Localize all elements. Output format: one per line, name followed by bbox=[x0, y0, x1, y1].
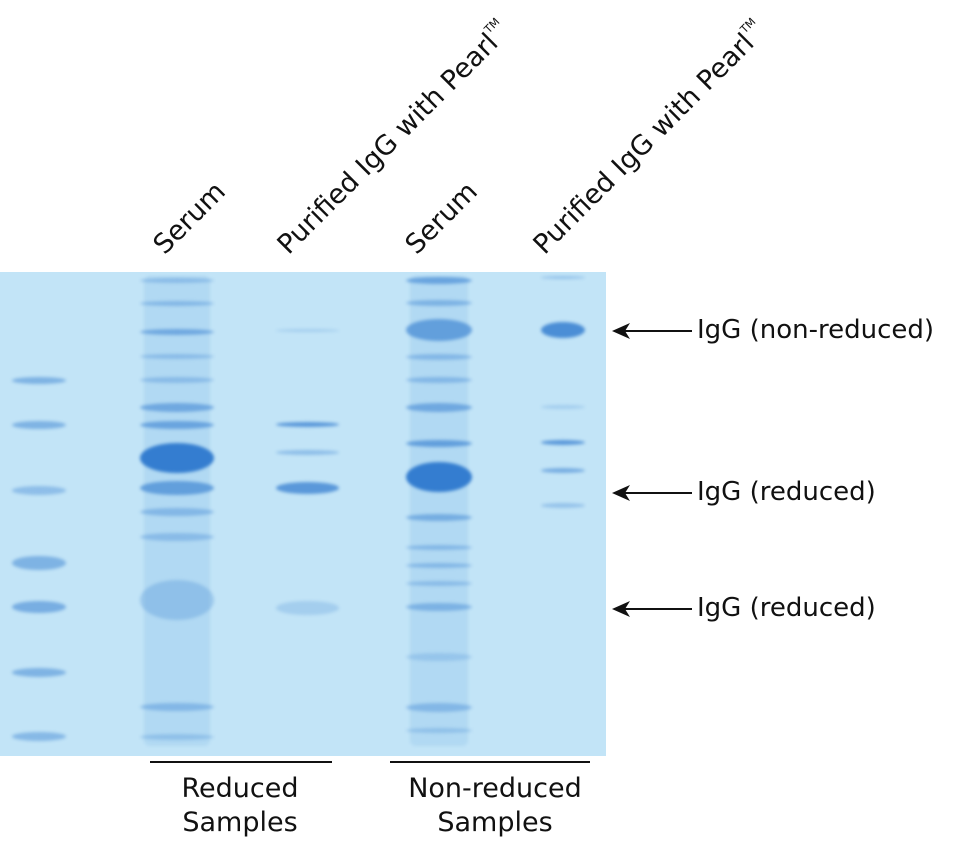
gel-image bbox=[0, 272, 606, 756]
gel-band bbox=[140, 300, 214, 306]
gel-band bbox=[140, 580, 214, 620]
gel-band bbox=[406, 276, 472, 284]
group-label-line: Samples bbox=[437, 806, 553, 838]
gel-band bbox=[12, 601, 66, 613]
gel-band bbox=[140, 421, 214, 429]
lane-label-text: Serum bbox=[147, 176, 232, 261]
gel-band bbox=[140, 353, 214, 359]
gel-band bbox=[12, 731, 66, 741]
gel-band bbox=[276, 601, 339, 615]
lane-label-text: Purified IgG with Pearl bbox=[527, 27, 761, 261]
gel-band bbox=[406, 377, 472, 383]
gel-band bbox=[140, 481, 214, 495]
group-label-line: Non-reduced bbox=[408, 773, 582, 804]
gel-band bbox=[406, 300, 472, 306]
lane-serum-reduced-smear bbox=[144, 276, 210, 746]
lane-label-text: Serum bbox=[399, 176, 484, 261]
gel-band bbox=[541, 322, 585, 338]
annotation-igg-reduced-heavy: IgG (reduced) bbox=[697, 477, 876, 507]
gel-band bbox=[140, 533, 214, 541]
gel-band bbox=[541, 275, 585, 279]
arrow-left-icon bbox=[612, 485, 692, 501]
group-divider-reduced bbox=[150, 761, 332, 763]
lane-label-purified-reduced: Purified IgG with PearlTM bbox=[271, 15, 515, 261]
gel-band bbox=[276, 328, 339, 332]
gel-band bbox=[406, 653, 472, 661]
gel-band bbox=[12, 421, 66, 429]
gel-band bbox=[406, 354, 472, 360]
group-label-line: Samples bbox=[182, 806, 298, 838]
gel-band bbox=[406, 580, 472, 586]
gel-band bbox=[12, 485, 66, 495]
gel-band bbox=[140, 734, 214, 740]
gel-band bbox=[406, 562, 472, 568]
gel-band bbox=[541, 405, 585, 409]
lane-label-serum-reduced: Serum bbox=[147, 176, 232, 261]
gel-band bbox=[12, 556, 66, 570]
arrow-left-icon bbox=[612, 601, 692, 617]
lane-label-purified-nonreduced: Purified IgG with PearlTM bbox=[527, 15, 771, 261]
gel-band bbox=[140, 329, 214, 335]
annotation-igg-reduced-light: IgG (reduced) bbox=[697, 593, 876, 623]
gel-band bbox=[140, 402, 214, 412]
gel-band bbox=[541, 467, 585, 473]
group-divider-nonreduced bbox=[390, 761, 590, 763]
group-label-reduced: Reduced Samples bbox=[140, 772, 340, 840]
lane-label-text: Purified IgG with Pearl bbox=[271, 27, 505, 261]
gel-band bbox=[140, 443, 214, 473]
gel-band bbox=[406, 439, 472, 447]
gel-band bbox=[12, 667, 66, 677]
group-label-nonreduced: Non-reduced Samples bbox=[380, 772, 610, 840]
gel-band bbox=[406, 544, 472, 550]
lane-label-serum-nonreduced: Serum bbox=[399, 176, 484, 261]
gel-band bbox=[406, 702, 472, 712]
group-label-line: Reduced bbox=[181, 773, 299, 804]
gel-band bbox=[12, 376, 66, 384]
gel-band bbox=[541, 502, 585, 508]
gel-band bbox=[276, 482, 339, 494]
gel-band bbox=[276, 449, 339, 455]
gel-band bbox=[140, 277, 214, 283]
gel-band bbox=[406, 402, 472, 412]
annotation-igg-nonreduced: IgG (non-reduced) bbox=[697, 315, 935, 345]
gel-band bbox=[406, 462, 472, 492]
arrow-left-icon bbox=[612, 323, 692, 339]
gel-band bbox=[140, 703, 214, 711]
gel-band bbox=[406, 727, 472, 733]
gel-band bbox=[140, 508, 214, 516]
gel-band bbox=[406, 319, 472, 341]
gel-band bbox=[406, 513, 472, 521]
lane-serum-nonreduced-smear bbox=[410, 276, 468, 746]
gel-band bbox=[406, 603, 472, 611]
gel-band bbox=[276, 421, 339, 427]
gel-band bbox=[541, 439, 585, 445]
gel-band bbox=[140, 377, 214, 383]
